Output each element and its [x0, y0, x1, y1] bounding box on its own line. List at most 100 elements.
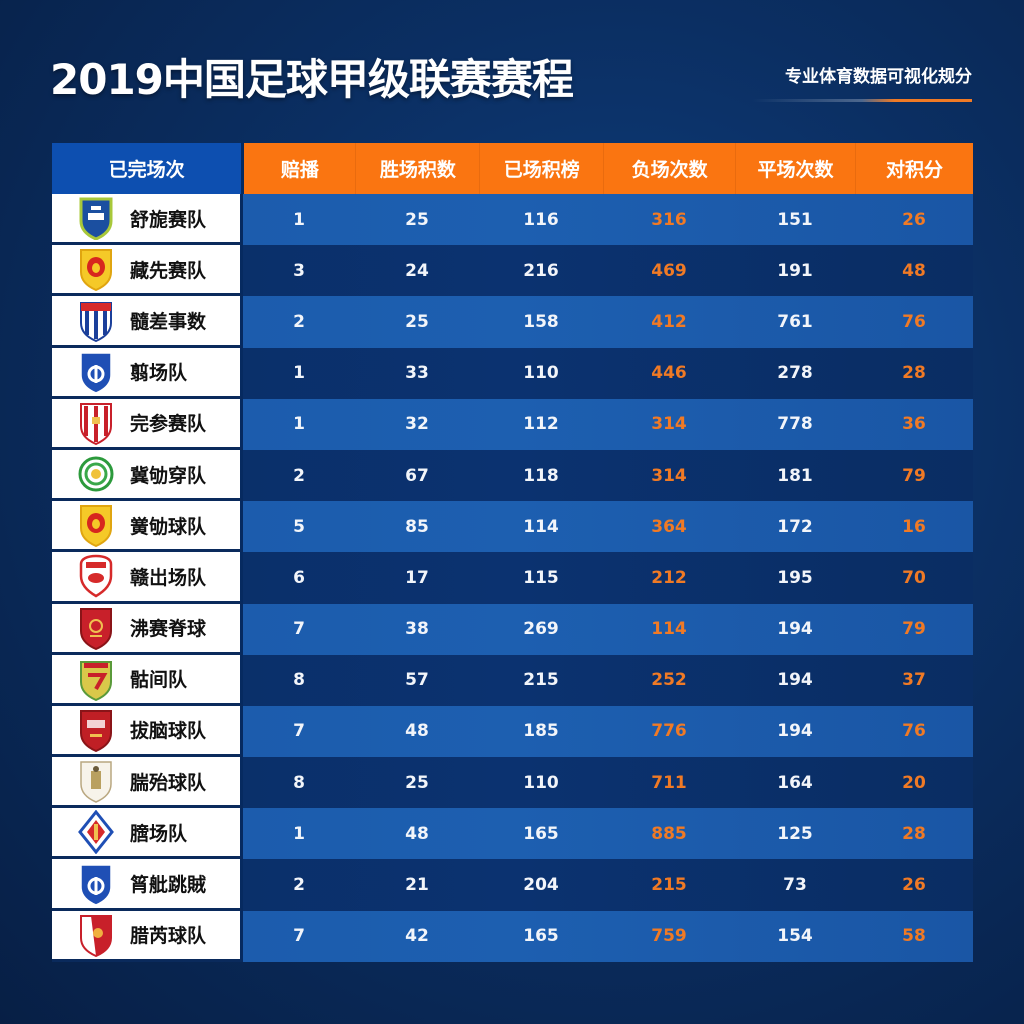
cell-col-6: 76: [902, 311, 926, 332]
team-name: 拔脑球队: [130, 720, 207, 743]
table-row[interactable]: 赣岀场队 6 17 115 212 195 70: [52, 552, 973, 604]
table-row[interactable]: 沸赛脊球 7 38 269 114 194 79: [52, 603, 973, 655]
blue-emblem-shield-icon: [78, 350, 114, 394]
team-name: 骷间队: [130, 669, 188, 692]
cell-col-4: 252: [651, 670, 687, 691]
table-row[interactable]: 腊芮球队 7 42 165 759 154 58: [52, 910, 973, 962]
cell-col-1: 8: [293, 670, 305, 691]
team-name: 腊芮球队: [130, 925, 207, 948]
cell-col-1: 7: [293, 619, 305, 640]
team-cell[interactable]: 翦场队: [52, 347, 243, 399]
subtitle-block: 专业体育数据可视化规分: [752, 62, 972, 102]
cell-col-6: 79: [902, 465, 926, 486]
cell-col-1: 7: [293, 926, 305, 947]
cell-col-2: 25: [405, 311, 429, 332]
cell-col-3: 185: [523, 721, 559, 742]
cell-col-5: 181: [777, 465, 813, 486]
cell-col-5: 761: [777, 311, 813, 332]
team-cell[interactable]: 沸赛脊球: [52, 603, 243, 655]
team-cell[interactable]: 黉劬球队: [52, 501, 243, 553]
table-row[interactable]: 黉劬球队 5 85 114 364 172 16: [52, 501, 973, 553]
column-header-2[interactable]: 胜场积数: [356, 143, 481, 194]
cell-col-4: 885: [651, 823, 687, 844]
cell-col-4: 114: [651, 619, 687, 640]
red-white-striped-shield-icon: [78, 401, 114, 445]
standings-table: 已完场次 赔播 胜场积数 已场积榜 负场次数 平场次数 对积分 舒旎赛队 1 2…: [52, 143, 973, 962]
column-header-6[interactable]: 对积分: [856, 143, 973, 194]
cell-col-1: 3: [293, 260, 305, 281]
table-row[interactable]: 冀劬穿队 2 67 118 314 181 79: [52, 449, 973, 502]
cell-col-1: 1: [293, 209, 305, 230]
team-cell[interactable]: 筲舭跳賊: [52, 859, 243, 911]
table-row[interactable]: 筲舭跳賊 2 21 204 215 73 26: [52, 859, 973, 911]
cell-col-2: 42: [405, 926, 429, 947]
column-header-1[interactable]: 赔播: [244, 143, 357, 194]
cell-col-6: 48: [902, 260, 926, 281]
team-name: 膪场队: [130, 822, 188, 845]
cell-col-3: 158: [523, 311, 559, 332]
cell-col-2: 25: [405, 772, 429, 793]
cell-col-4: 711: [651, 772, 687, 793]
table-row[interactable]: 髓差事数 2 25 158 412 761 76: [52, 296, 973, 348]
column-header-team[interactable]: 已完场次: [52, 143, 245, 194]
team-cell[interactable]: 藏先赛队: [52, 245, 243, 297]
column-header-4[interactable]: 负场次数: [604, 143, 737, 194]
cell-col-4: 215: [651, 875, 687, 896]
cell-col-1: 2: [293, 311, 305, 332]
cell-col-2: 24: [405, 260, 429, 281]
team-name: 完参赛队: [130, 413, 207, 436]
team-name: 舒旎赛队: [130, 208, 207, 231]
team-cell[interactable]: 赣岀场队: [52, 552, 243, 604]
cell-col-3: 114: [523, 516, 559, 537]
cell-col-3: 110: [523, 363, 559, 384]
table-row[interactable]: 骷间队 8 57 215 252 194 37: [52, 654, 973, 706]
cell-col-6: 20: [902, 772, 926, 793]
cell-col-5: 191: [777, 260, 813, 281]
table-row[interactable]: 完参赛队 1 32 112 314 778 36: [52, 398, 973, 450]
team-cell[interactable]: 腊芮球队: [52, 910, 243, 962]
yellow-red-shield-icon: [78, 247, 114, 292]
team-cell[interactable]: 膪场队: [52, 808, 243, 860]
green-circle-crest-icon: [78, 452, 114, 496]
team-name: 冀劬穿队: [130, 464, 207, 487]
cell-col-5: 194: [777, 619, 813, 640]
team-cell[interactable]: 拔脑球队: [52, 705, 243, 758]
cell-col-1: 1: [293, 823, 305, 844]
cell-col-2: 67: [405, 465, 429, 486]
white-gold-shield-icon: [78, 759, 114, 803]
cell-col-5: 278: [777, 363, 813, 384]
table-row[interactable]: 腨殆球队 8 25 110 711 164 20: [52, 757, 973, 809]
cell-col-4: 314: [651, 414, 687, 435]
team-name: 黉劬球队: [130, 515, 207, 538]
team-cell[interactable]: 髓差事数: [52, 296, 243, 348]
team-name: 沸赛脊球: [130, 618, 207, 641]
team-cell[interactable]: 骷间队: [52, 654, 243, 706]
team-name: 翦场队: [130, 362, 188, 385]
team-cell[interactable]: 腨殆球队: [52, 757, 243, 809]
table-row[interactable]: 藏先赛队 3 24 216 469 191 48: [52, 245, 973, 297]
cell-col-6: 36: [902, 414, 926, 435]
cell-col-1: 1: [293, 363, 305, 384]
team-cell[interactable]: 冀劬穿队: [52, 449, 243, 502]
cell-col-4: 212: [651, 567, 687, 588]
cell-col-6: 28: [902, 363, 926, 384]
table-row[interactable]: 膪场队 1 48 165 885 125 28: [52, 808, 973, 860]
cell-col-1: 5: [293, 516, 305, 537]
cell-col-1: 2: [293, 875, 305, 896]
table-row[interactable]: 翦场队 1 33 110 446 278 28: [52, 347, 973, 399]
yellow-red-shield-icon: [78, 503, 114, 548]
team-cell[interactable]: 舒旎赛队: [52, 194, 243, 246]
team-cell[interactable]: 完参赛队: [52, 398, 243, 450]
cell-col-4: 759: [651, 926, 687, 947]
cell-col-1: 7: [293, 721, 305, 742]
cell-col-2: 57: [405, 670, 429, 691]
page-title: 2019中国足球甲级联赛赛程: [50, 55, 574, 104]
column-header-3[interactable]: 已场积榜: [480, 143, 605, 194]
column-header-5[interactable]: 平场次数: [736, 143, 857, 194]
cell-col-6: 70: [902, 567, 926, 588]
cell-col-2: 38: [405, 619, 429, 640]
table-row[interactable]: 舒旎赛队 1 25 116 316 151 26: [52, 194, 973, 246]
table-row[interactable]: 拔脑球队 7 48 185 776 194 76: [52, 705, 973, 758]
cell-col-2: 85: [405, 516, 429, 537]
blue-diamond-crest-icon: [78, 809, 114, 855]
